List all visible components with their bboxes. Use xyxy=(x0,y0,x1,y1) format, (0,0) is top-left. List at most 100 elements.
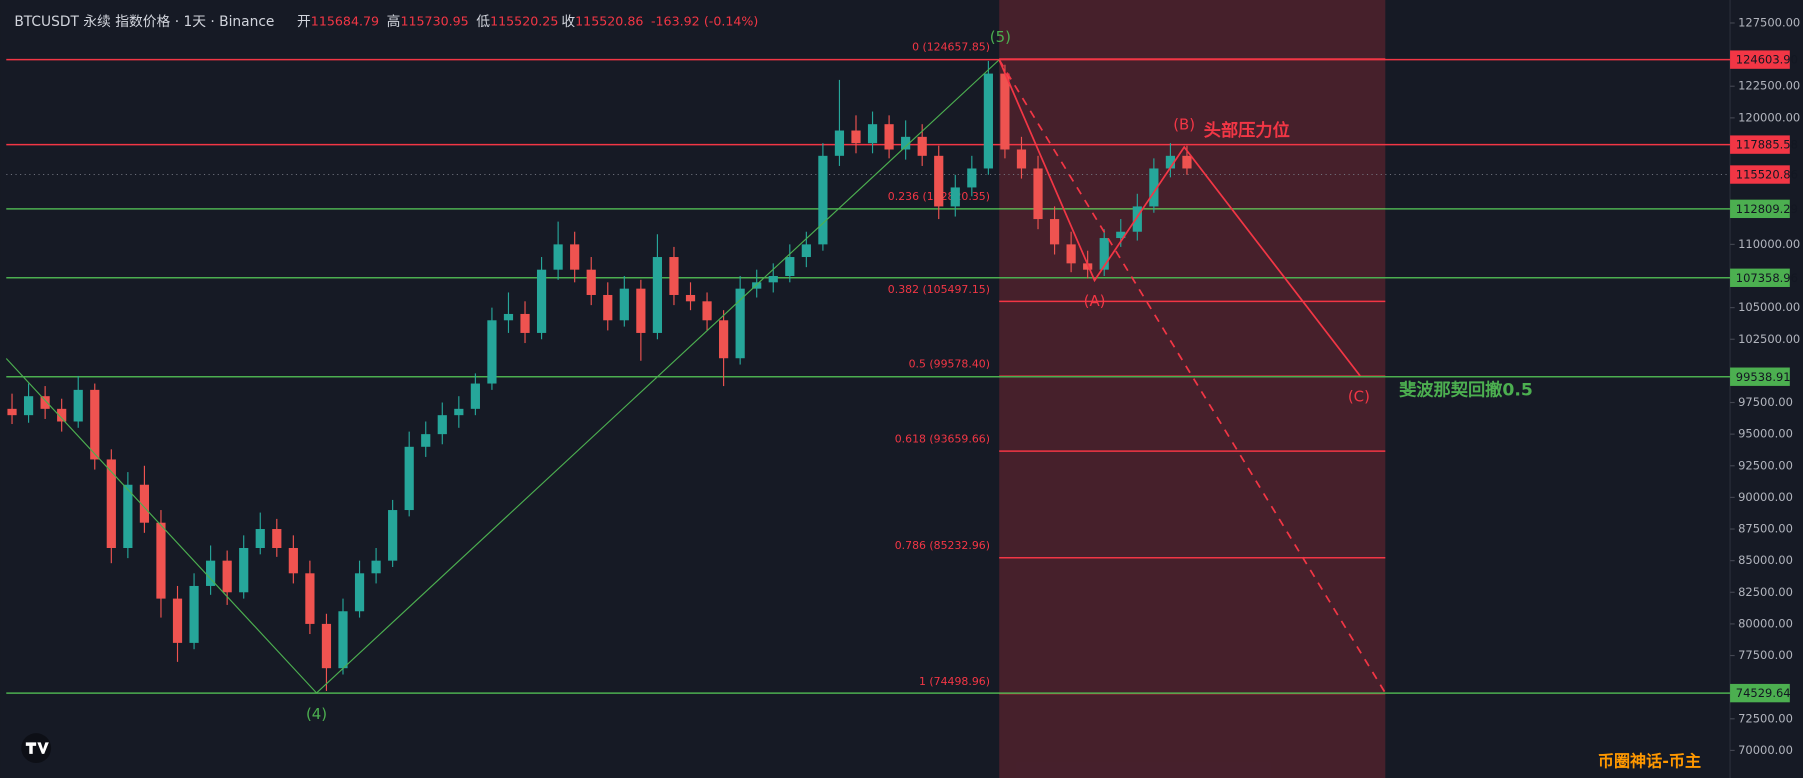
fib-label: 0.618 (93659.66) xyxy=(895,433,990,446)
y-tick-label: 102500.00 xyxy=(1738,332,1800,346)
annotation: 头部压力位 xyxy=(1204,120,1290,141)
y-tick-label: 120000.00 xyxy=(1738,110,1800,124)
candle-body xyxy=(851,130,861,144)
wave-line xyxy=(5,59,1000,694)
candle-body xyxy=(570,244,580,270)
candle-body xyxy=(752,282,762,289)
wave-label: (5) xyxy=(990,28,1011,46)
price-label: 117885.58 xyxy=(1736,138,1798,152)
candle-body xyxy=(917,136,927,156)
price-label: 112809.29 xyxy=(1736,202,1798,216)
price-label: 124603.90 xyxy=(1736,53,1798,67)
price-label-box xyxy=(1730,135,1790,154)
candle-body xyxy=(818,155,828,245)
y-tick-label: 105000.00 xyxy=(1738,300,1800,314)
tv-logo xyxy=(21,733,52,764)
annotation: 斐波那契回撤0.5 xyxy=(1399,380,1533,401)
candle-body xyxy=(454,408,464,416)
y-tick-label: 122500.00 xyxy=(1738,79,1800,93)
price-label-box xyxy=(1730,199,1790,219)
candle-body xyxy=(785,257,795,277)
ohlc-value: 115684.79 xyxy=(311,13,379,28)
change: -163.92 xyxy=(651,13,700,28)
wave-label: (C) xyxy=(1348,388,1370,406)
y-tick-label: 92500.00 xyxy=(1738,458,1793,472)
candle-body xyxy=(503,313,514,321)
candle-body xyxy=(867,124,878,144)
candle-body xyxy=(636,288,646,333)
candle-body xyxy=(40,396,50,409)
candle-body xyxy=(321,623,332,669)
candle-body xyxy=(354,573,365,612)
candle-body xyxy=(553,244,563,270)
candle-body xyxy=(305,573,315,624)
candle-body xyxy=(421,434,431,447)
symbol: BTCUSDT 永续 指数价格 · 1天 · Binance xyxy=(14,14,274,30)
wave-label: (A) xyxy=(1084,292,1106,310)
candle-body xyxy=(487,320,497,384)
fib-zone xyxy=(999,0,1386,778)
candle-body xyxy=(1099,238,1109,270)
price-label-box xyxy=(1730,367,1790,386)
y-tick-label: 127500.00 xyxy=(1738,15,1800,29)
y-tick-label: 90000.00 xyxy=(1738,490,1793,504)
candle-body xyxy=(685,294,696,302)
price-label-box xyxy=(1730,268,1790,287)
price-label-box xyxy=(1730,165,1790,184)
candle-body xyxy=(934,155,944,207)
candle-body xyxy=(1132,206,1142,232)
candle-body xyxy=(73,389,83,422)
candle-body xyxy=(404,446,414,511)
ohlc-value: 115730.95 xyxy=(400,13,468,28)
candle-body xyxy=(536,269,547,333)
y-tick-label: 85000.00 xyxy=(1738,553,1793,567)
candle-body xyxy=(768,276,778,283)
candle-body xyxy=(967,168,977,188)
price-label: 74529.64 xyxy=(1736,686,1791,700)
candle-body xyxy=(1116,231,1126,239)
candle-body xyxy=(470,383,480,409)
y-tick-label: 82500.00 xyxy=(1738,585,1793,599)
fib-label: 0.5 (99578.40) xyxy=(909,358,990,371)
candle-body xyxy=(1182,155,1192,169)
candle-body xyxy=(1165,155,1176,169)
candle-body xyxy=(1033,168,1043,220)
candle-body xyxy=(255,529,265,549)
price-label-box xyxy=(1730,50,1790,69)
ohlc-key: 开 xyxy=(297,14,311,30)
candle-body xyxy=(901,136,911,150)
candle-body xyxy=(156,522,166,599)
wave-label: (B) xyxy=(1173,115,1195,133)
candle-body xyxy=(719,320,729,359)
ohlc-key: 低 xyxy=(476,14,490,30)
candle-body xyxy=(388,510,398,561)
change-pct: (-0.14%) xyxy=(704,13,759,28)
ohlc-value: 115520.86 xyxy=(575,13,643,28)
wave-label: (4) xyxy=(306,705,327,723)
ohlc-value: 115520.25 xyxy=(490,13,558,28)
candle-body xyxy=(371,560,381,574)
candle-body xyxy=(801,244,811,258)
candle-body xyxy=(1000,73,1010,150)
watermark: 币圈神话-币主 xyxy=(1598,751,1701,770)
y-tick-label: 95000.00 xyxy=(1738,427,1793,441)
candle-body xyxy=(272,529,282,549)
price-label: 99538.91 xyxy=(1736,370,1791,384)
candle-body xyxy=(7,408,17,416)
candle-body xyxy=(603,294,613,321)
candle-body xyxy=(586,269,596,295)
price-label-box xyxy=(1730,683,1790,703)
ohlc-key: 高 xyxy=(387,13,401,30)
candle-body xyxy=(239,548,249,593)
fib-label: 1 (74498.96) xyxy=(919,675,990,688)
candle-body xyxy=(884,124,894,150)
candle-body xyxy=(139,484,150,523)
candle-body xyxy=(834,130,845,156)
candle-body xyxy=(222,560,232,593)
fib-label: 0.786 (85232.96) xyxy=(895,539,990,552)
candle-body xyxy=(57,408,67,422)
candle-body xyxy=(189,585,199,643)
fib-label: 0 (124657.85) xyxy=(912,40,990,53)
